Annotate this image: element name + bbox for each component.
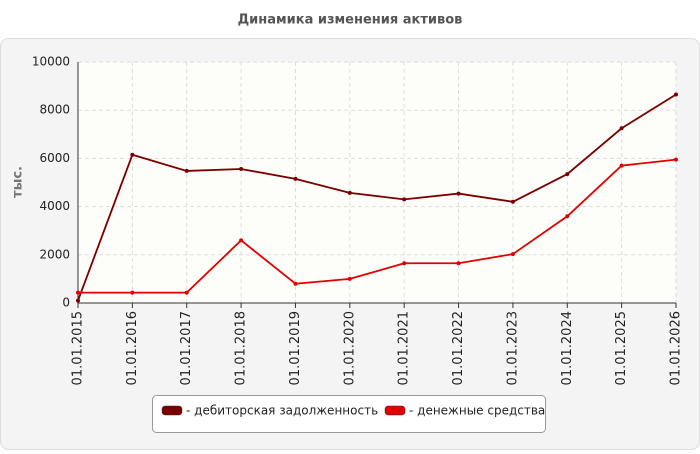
point <box>510 199 515 204</box>
plot-area <box>78 62 676 303</box>
series-line <box>78 158 677 294</box>
point <box>619 163 624 168</box>
legend <box>152 395 546 433</box>
point <box>619 126 624 131</box>
point <box>347 190 352 195</box>
point <box>456 261 461 266</box>
chart-title: Динамика изменения активов <box>238 13 463 28</box>
point <box>130 290 135 295</box>
point <box>565 214 570 219</box>
x-tick-label: 01.01.2022 <box>451 311 466 385</box>
point <box>347 276 352 281</box>
y-tick-label: 2000 <box>39 247 70 261</box>
x-tick-label: 01.01.2018 <box>234 311 249 385</box>
point <box>674 157 678 162</box>
x-tick-label: 01.01.2024 <box>560 311 575 385</box>
point <box>76 290 80 295</box>
y-tick-label: 8000 <box>39 103 70 117</box>
point <box>239 238 244 243</box>
point <box>510 252 515 257</box>
x-tick-label: 01.01.2026 <box>669 311 684 385</box>
y-tick-label: 0 <box>62 296 70 310</box>
point <box>456 191 461 196</box>
legend-label: - дебиторская задолженность <box>186 404 378 418</box>
point <box>402 261 407 266</box>
y-tick-label: 6000 <box>39 151 70 165</box>
point <box>402 197 407 202</box>
legend-label: - денежные средства <box>409 404 545 418</box>
point <box>184 290 189 295</box>
y-axis-label: тыс. <box>11 166 26 198</box>
y-tick-label: 10000 <box>32 55 70 69</box>
x-tick-label: 01.01.2020 <box>342 311 357 385</box>
point <box>674 92 678 97</box>
legend-swatch <box>161 405 183 416</box>
point <box>130 152 135 157</box>
x-tick-label: 01.01.2021 <box>397 311 412 385</box>
series-line <box>77 93 677 301</box>
x-tick-label: 01.01.2025 <box>614 311 629 385</box>
point <box>76 298 80 303</box>
x-tick-label: 01.01.2016 <box>125 311 140 385</box>
point <box>184 168 189 173</box>
point <box>293 176 298 181</box>
point <box>293 281 298 286</box>
point <box>239 167 244 172</box>
x-tick-label: 01.01.2015 <box>71 311 86 385</box>
x-tick-label: 01.01.2019 <box>288 311 303 385</box>
x-tick-label: 01.01.2023 <box>505 311 520 385</box>
point <box>565 172 570 177</box>
legend-swatch <box>384 405 406 416</box>
y-tick-label: 4000 <box>39 199 70 213</box>
x-tick-label: 01.01.2017 <box>179 311 194 385</box>
